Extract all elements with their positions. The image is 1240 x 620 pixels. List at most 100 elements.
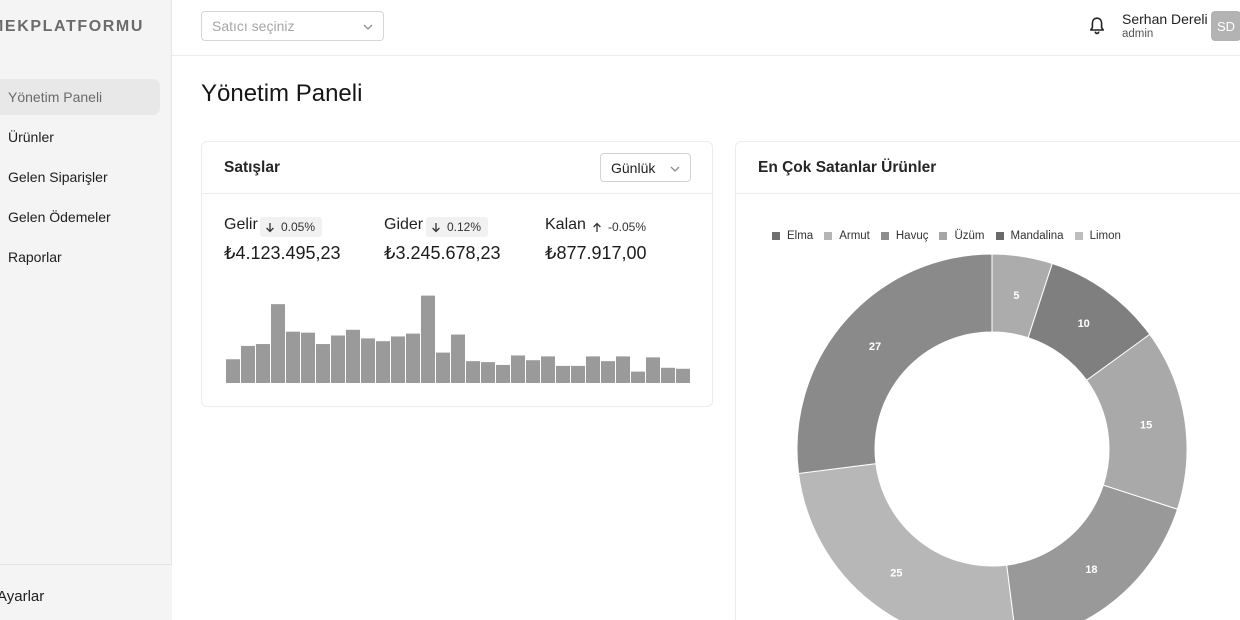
sales-bar bbox=[616, 356, 630, 383]
sales-bar bbox=[436, 352, 450, 383]
seller-select-placeholder: Satıcı seçiniz bbox=[212, 18, 295, 34]
legend-swatch bbox=[824, 232, 833, 240]
sidebar-item-reports[interactable]: Raporlar bbox=[8, 249, 62, 265]
sales-bar bbox=[466, 361, 480, 383]
chevron-down-icon bbox=[669, 162, 681, 178]
sales-bar bbox=[586, 356, 600, 383]
sales-card-header: Satışlar Günlük bbox=[202, 142, 712, 194]
sales-bar bbox=[271, 304, 285, 383]
stat-expense-value: ₺3.245.678,23 bbox=[384, 243, 501, 263]
sales-bar bbox=[526, 360, 540, 383]
sidebar-item-incoming-payments[interactable]: Gelen Ödemeler bbox=[8, 209, 111, 225]
sales-bar bbox=[481, 362, 495, 383]
stat-remaining-value: ₺877.917,00 bbox=[545, 243, 647, 263]
settings-link[interactable]: Ayarlar bbox=[0, 588, 45, 605]
legend-label: Mandalina bbox=[1010, 230, 1064, 242]
sales-bar bbox=[571, 365, 585, 383]
bell-icon[interactable] bbox=[1088, 16, 1106, 41]
donut-slice-label: 5 bbox=[1013, 290, 1019, 302]
sales-bar bbox=[226, 359, 240, 383]
legend-label: Elma bbox=[787, 230, 814, 242]
sidebar-nav: Yönetim Paneli Ürünler Gelen Siparişler … bbox=[0, 79, 160, 279]
donut-slice-label: 25 bbox=[890, 567, 902, 579]
stat-remaining-change-badge: -0.05% bbox=[587, 217, 653, 237]
stat-income-change-badge: 0.05% bbox=[260, 217, 323, 237]
stat-remaining-change: -0.05% bbox=[608, 220, 647, 234]
top-products-card: En Çok Satanlar Ürünler Elma Armut Havuç Üz… bbox=[735, 141, 1240, 620]
sales-bar bbox=[661, 367, 675, 383]
sales-bar bbox=[421, 295, 435, 383]
legend-label: Üzüm bbox=[954, 230, 985, 242]
legend-item[interactable]: Limon bbox=[1074, 230, 1121, 242]
sales-bar bbox=[361, 338, 375, 383]
legend-item[interactable]: Havuç bbox=[880, 230, 929, 242]
sales-bar bbox=[451, 334, 465, 383]
stat-income-change: 0.05% bbox=[281, 220, 316, 234]
sales-bar bbox=[376, 341, 390, 383]
legend-item[interactable]: Mandalina bbox=[995, 230, 1064, 242]
brand-logo: MEKPLATFORMU bbox=[0, 18, 144, 35]
sidebar-item-dashboard[interactable]: Yönetim Paneli bbox=[0, 79, 160, 115]
chevron-down-icon bbox=[362, 20, 374, 36]
sales-bar bbox=[286, 331, 300, 383]
sidebar-item-products[interactable]: Ürünler bbox=[8, 129, 54, 145]
sales-bar bbox=[556, 365, 570, 383]
legend-swatch bbox=[772, 232, 780, 240]
stat-expense-label: Gider bbox=[384, 216, 424, 233]
user-role: admin bbox=[1122, 28, 1154, 40]
legend-label: Havuç bbox=[895, 230, 929, 242]
legend-swatch bbox=[880, 232, 889, 240]
donut-slice[interactable] bbox=[796, 253, 993, 474]
donut-slice-label: 18 bbox=[1085, 564, 1097, 576]
sales-bar bbox=[256, 344, 270, 383]
sales-card: Satışlar Günlük Gelir 0.05% ₺4.123.495,2… bbox=[201, 141, 713, 407]
user-name: Serhan Dereli bbox=[1122, 11, 1208, 27]
sales-bar bbox=[406, 333, 420, 383]
legend-swatch bbox=[1074, 232, 1083, 240]
sales-bar bbox=[346, 329, 360, 383]
page-title: Yönetim Paneli bbox=[201, 80, 363, 107]
sales-bar bbox=[241, 345, 255, 383]
legend-item[interactable]: Üzüm bbox=[939, 230, 985, 242]
sales-bar bbox=[496, 364, 510, 383]
arrow-down-icon bbox=[265, 222, 275, 233]
stat-expense-change: 0.12% bbox=[447, 220, 482, 234]
legend-swatch bbox=[939, 232, 948, 240]
legend-label: Armut bbox=[839, 230, 870, 242]
stat-expense-change-badge: 0.12% bbox=[426, 217, 489, 237]
period-select-value: Günlük bbox=[611, 159, 656, 176]
legend-item[interactable]: Armut bbox=[824, 230, 870, 242]
donut-slice-label: 15 bbox=[1140, 420, 1152, 432]
sales-bar bbox=[316, 344, 330, 383]
pie-legend: Elma Armut Havuç Üzüm Mandalina Limon bbox=[772, 230, 1132, 242]
period-select[interactable]: Günlük bbox=[600, 153, 691, 182]
sidebar: MEKPLATFORMU Yönetim Paneli Ürünler Gele… bbox=[0, 0, 172, 620]
legend-label: Limon bbox=[1089, 230, 1121, 242]
sales-bar bbox=[541, 356, 555, 383]
sales-bar bbox=[331, 335, 345, 383]
sales-bar bbox=[391, 336, 405, 383]
sidebar-item-incoming-orders[interactable]: Gelen Siparişler bbox=[8, 169, 108, 185]
arrow-up-icon bbox=[592, 222, 602, 233]
avatar[interactable]: SD bbox=[1211, 11, 1240, 41]
sales-bar bbox=[631, 371, 645, 383]
top-header: Satıcı seçiniz Serhan Dereli admin SD bbox=[172, 0, 1240, 56]
sales-bar-chart bbox=[226, 295, 690, 383]
donut-slice-label: 10 bbox=[1078, 318, 1090, 330]
sales-bar bbox=[676, 368, 690, 383]
sales-bar bbox=[601, 361, 615, 383]
donut-slice-label: 27 bbox=[869, 341, 881, 353]
donut-slice[interactable] bbox=[797, 463, 1017, 620]
top-products-card-title: En Çok Satanlar Ürünler bbox=[758, 159, 937, 176]
sidebar-footer: Ayarlar bbox=[0, 564, 172, 620]
seller-select[interactable]: Satıcı seçiniz bbox=[201, 11, 384, 41]
donut-slice[interactable] bbox=[1006, 484, 1179, 620]
legend-item[interactable]: Elma bbox=[772, 230, 813, 242]
sales-bar bbox=[511, 355, 525, 383]
legend-swatch bbox=[995, 232, 1004, 240]
top-products-card-header: En Çok Satanlar Ürünler bbox=[736, 142, 1240, 194]
sales-bar bbox=[301, 332, 315, 383]
arrow-down-icon bbox=[431, 222, 441, 233]
top-products-donut-chart: 5 10 15 18 25 27 bbox=[796, 253, 1188, 620]
sales-card-title: Satışlar bbox=[224, 159, 281, 176]
